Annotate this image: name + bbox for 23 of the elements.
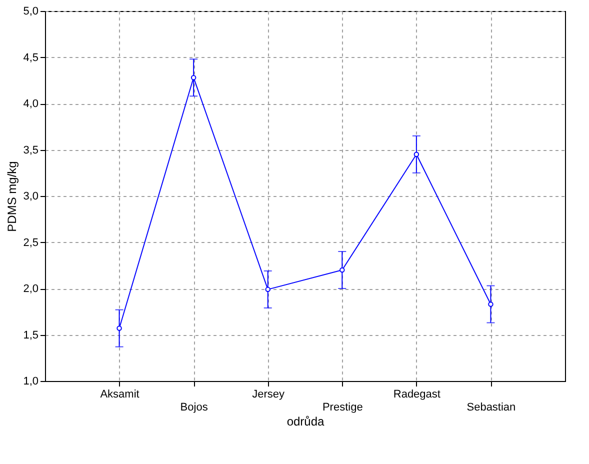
point	[116, 326, 122, 331]
point	[340, 267, 345, 273]
point	[190, 74, 196, 80]
x-tick-label: Aksamit	[100, 388, 140, 400]
y-tick-label: 4,0	[23, 98, 38, 110]
y-tick-label: 2,0	[23, 283, 38, 295]
y-axis-title: PDMS mg/kg	[5, 161, 20, 232]
x-tick-label: Prestige	[322, 402, 363, 414]
y-tick-label: 5,0	[23, 6, 38, 18]
y-tick-label: 3,0	[23, 190, 38, 202]
x-tick-label: Radegast	[393, 388, 440, 400]
x-tick-label: Jersey	[252, 388, 286, 400]
point	[414, 152, 420, 157]
y-tick-label: 2,5	[23, 236, 38, 249]
y-tick-label: 1,0	[23, 376, 38, 388]
y-tick-label: 1,5	[23, 329, 38, 342]
point	[265, 286, 270, 292]
x-tick-label: Sebastian	[466, 402, 516, 414]
point	[488, 302, 494, 307]
y-tick-label: 3,5	[23, 144, 38, 156]
x-tick-label: Bojos	[180, 402, 208, 414]
x-axis-title: odrůda	[286, 414, 325, 428]
y-tick-label: 4,5	[23, 52, 38, 64]
